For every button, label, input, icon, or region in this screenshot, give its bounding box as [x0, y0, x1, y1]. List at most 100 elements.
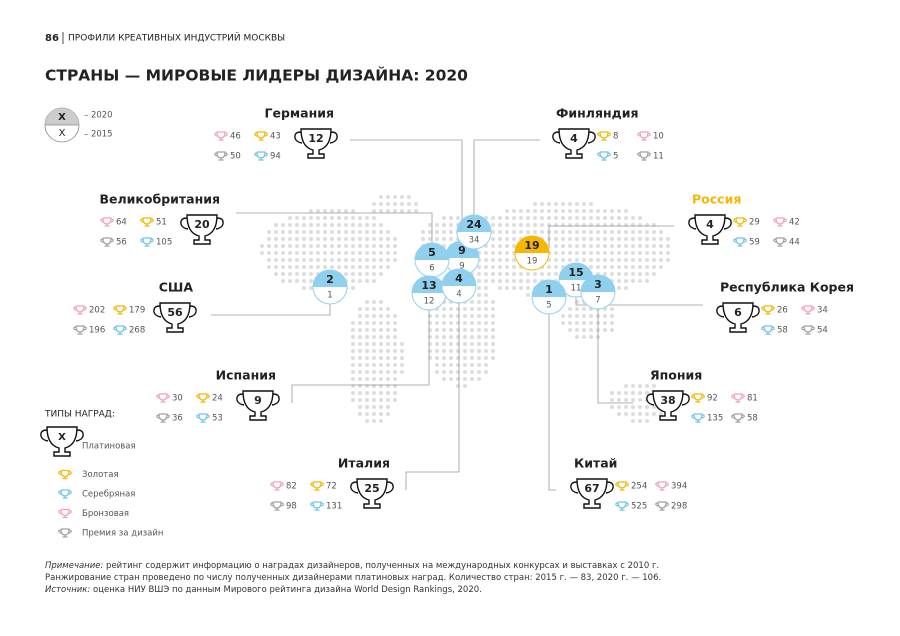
map-dot	[463, 370, 467, 374]
silver-count: 58	[777, 326, 788, 336]
map-dot	[309, 230, 313, 234]
title: СТРАНЫ — МИРОВЫЕ ЛИДЕРЫ ДИЗАЙНА: 2020	[45, 66, 468, 85]
map-dot	[631, 258, 635, 262]
map-dot	[316, 251, 320, 255]
map-dot	[491, 230, 495, 234]
map-dot	[393, 237, 397, 241]
map-dot	[568, 244, 572, 248]
map-dot	[596, 265, 600, 269]
map-dot	[463, 384, 467, 388]
map-dot	[372, 377, 376, 381]
map-dot	[603, 244, 607, 248]
header-text: ПРОФИЛИ КРЕАТИВНЫХ ИНДУСТРИЙ МОСКВЫ	[68, 32, 285, 44]
map-dot	[351, 286, 355, 290]
map-dot	[393, 328, 397, 332]
award-type-label: Бронзовая	[82, 509, 129, 519]
map-dot	[344, 230, 348, 234]
map-dot	[652, 405, 656, 409]
map-dot	[435, 335, 439, 339]
map-dot	[484, 342, 488, 346]
map-dot	[358, 279, 362, 283]
map-dot	[393, 363, 397, 367]
map-dot	[463, 335, 467, 339]
map-dot	[337, 237, 341, 241]
award-icon	[773, 237, 787, 247]
map-dot	[379, 223, 383, 227]
country-name: Испания	[216, 368, 276, 383]
map-dot	[386, 251, 390, 255]
map-dot	[344, 272, 348, 276]
map-dot	[659, 244, 663, 248]
map-dot	[400, 349, 404, 353]
map-dot	[365, 377, 369, 381]
map-dot	[337, 209, 341, 213]
map-dot	[288, 244, 292, 248]
bronze-count: 34	[817, 306, 828, 316]
map-dot	[442, 321, 446, 325]
map-dot	[638, 279, 642, 283]
map-dot	[568, 258, 572, 262]
map-dot	[568, 321, 572, 325]
map-dot	[435, 370, 439, 374]
connector-line	[405, 303, 460, 490]
map-dot	[617, 230, 621, 234]
map-dot	[575, 321, 579, 325]
country-name: США	[159, 280, 194, 295]
design-count: 36	[172, 414, 183, 424]
map-dot	[358, 216, 362, 220]
map-dot	[603, 314, 607, 318]
gold-count: 179	[129, 306, 145, 316]
map-dot	[631, 272, 635, 276]
map-dot	[589, 216, 593, 220]
map-dot	[323, 251, 327, 255]
map-dot	[617, 398, 621, 402]
map-dot	[351, 258, 355, 262]
map-dot	[442, 237, 446, 241]
map-dot	[484, 251, 488, 255]
map-dot	[624, 265, 628, 269]
map-dot	[491, 328, 495, 332]
map-dot	[372, 202, 376, 206]
award-icon	[655, 481, 669, 491]
map-dot	[351, 363, 355, 367]
map-dot	[484, 370, 488, 374]
map-dot	[386, 412, 390, 416]
map-dot	[351, 391, 355, 395]
map-dot	[274, 223, 278, 227]
trophy-icon	[350, 478, 394, 509]
map-dot	[484, 356, 488, 360]
map-dot	[358, 335, 362, 339]
map-dot	[358, 405, 362, 409]
page-number: 86	[45, 33, 59, 44]
note-text: Ранжирование стран проведено по числу по…	[45, 573, 661, 583]
award-icon	[196, 393, 210, 403]
map-dot	[631, 391, 635, 395]
map-dot	[477, 265, 481, 269]
map-dot	[554, 265, 558, 269]
map-dot	[393, 377, 397, 381]
trophy-icon	[294, 128, 338, 159]
map-dot	[582, 307, 586, 311]
map-dot	[337, 265, 341, 269]
map-dot	[379, 335, 383, 339]
map-dot	[547, 265, 551, 269]
map-dot	[540, 216, 544, 220]
map-dot	[281, 237, 285, 241]
map-dot	[281, 223, 285, 227]
map-dot	[624, 405, 628, 409]
map-dot	[358, 314, 362, 318]
map-dot	[379, 314, 383, 318]
rank-pin-top	[442, 269, 476, 286]
map-dot	[449, 328, 453, 332]
award-icon	[801, 305, 815, 315]
map-dot	[631, 216, 635, 220]
map-dot	[442, 370, 446, 374]
rank-2015: 19	[527, 257, 538, 267]
map-dot	[645, 251, 649, 255]
map-dot	[589, 321, 593, 325]
map-dot	[337, 230, 341, 234]
map-dot	[449, 223, 453, 227]
map-dot	[519, 216, 523, 220]
platinum-count: 38	[660, 394, 675, 407]
map-dot	[491, 258, 495, 262]
